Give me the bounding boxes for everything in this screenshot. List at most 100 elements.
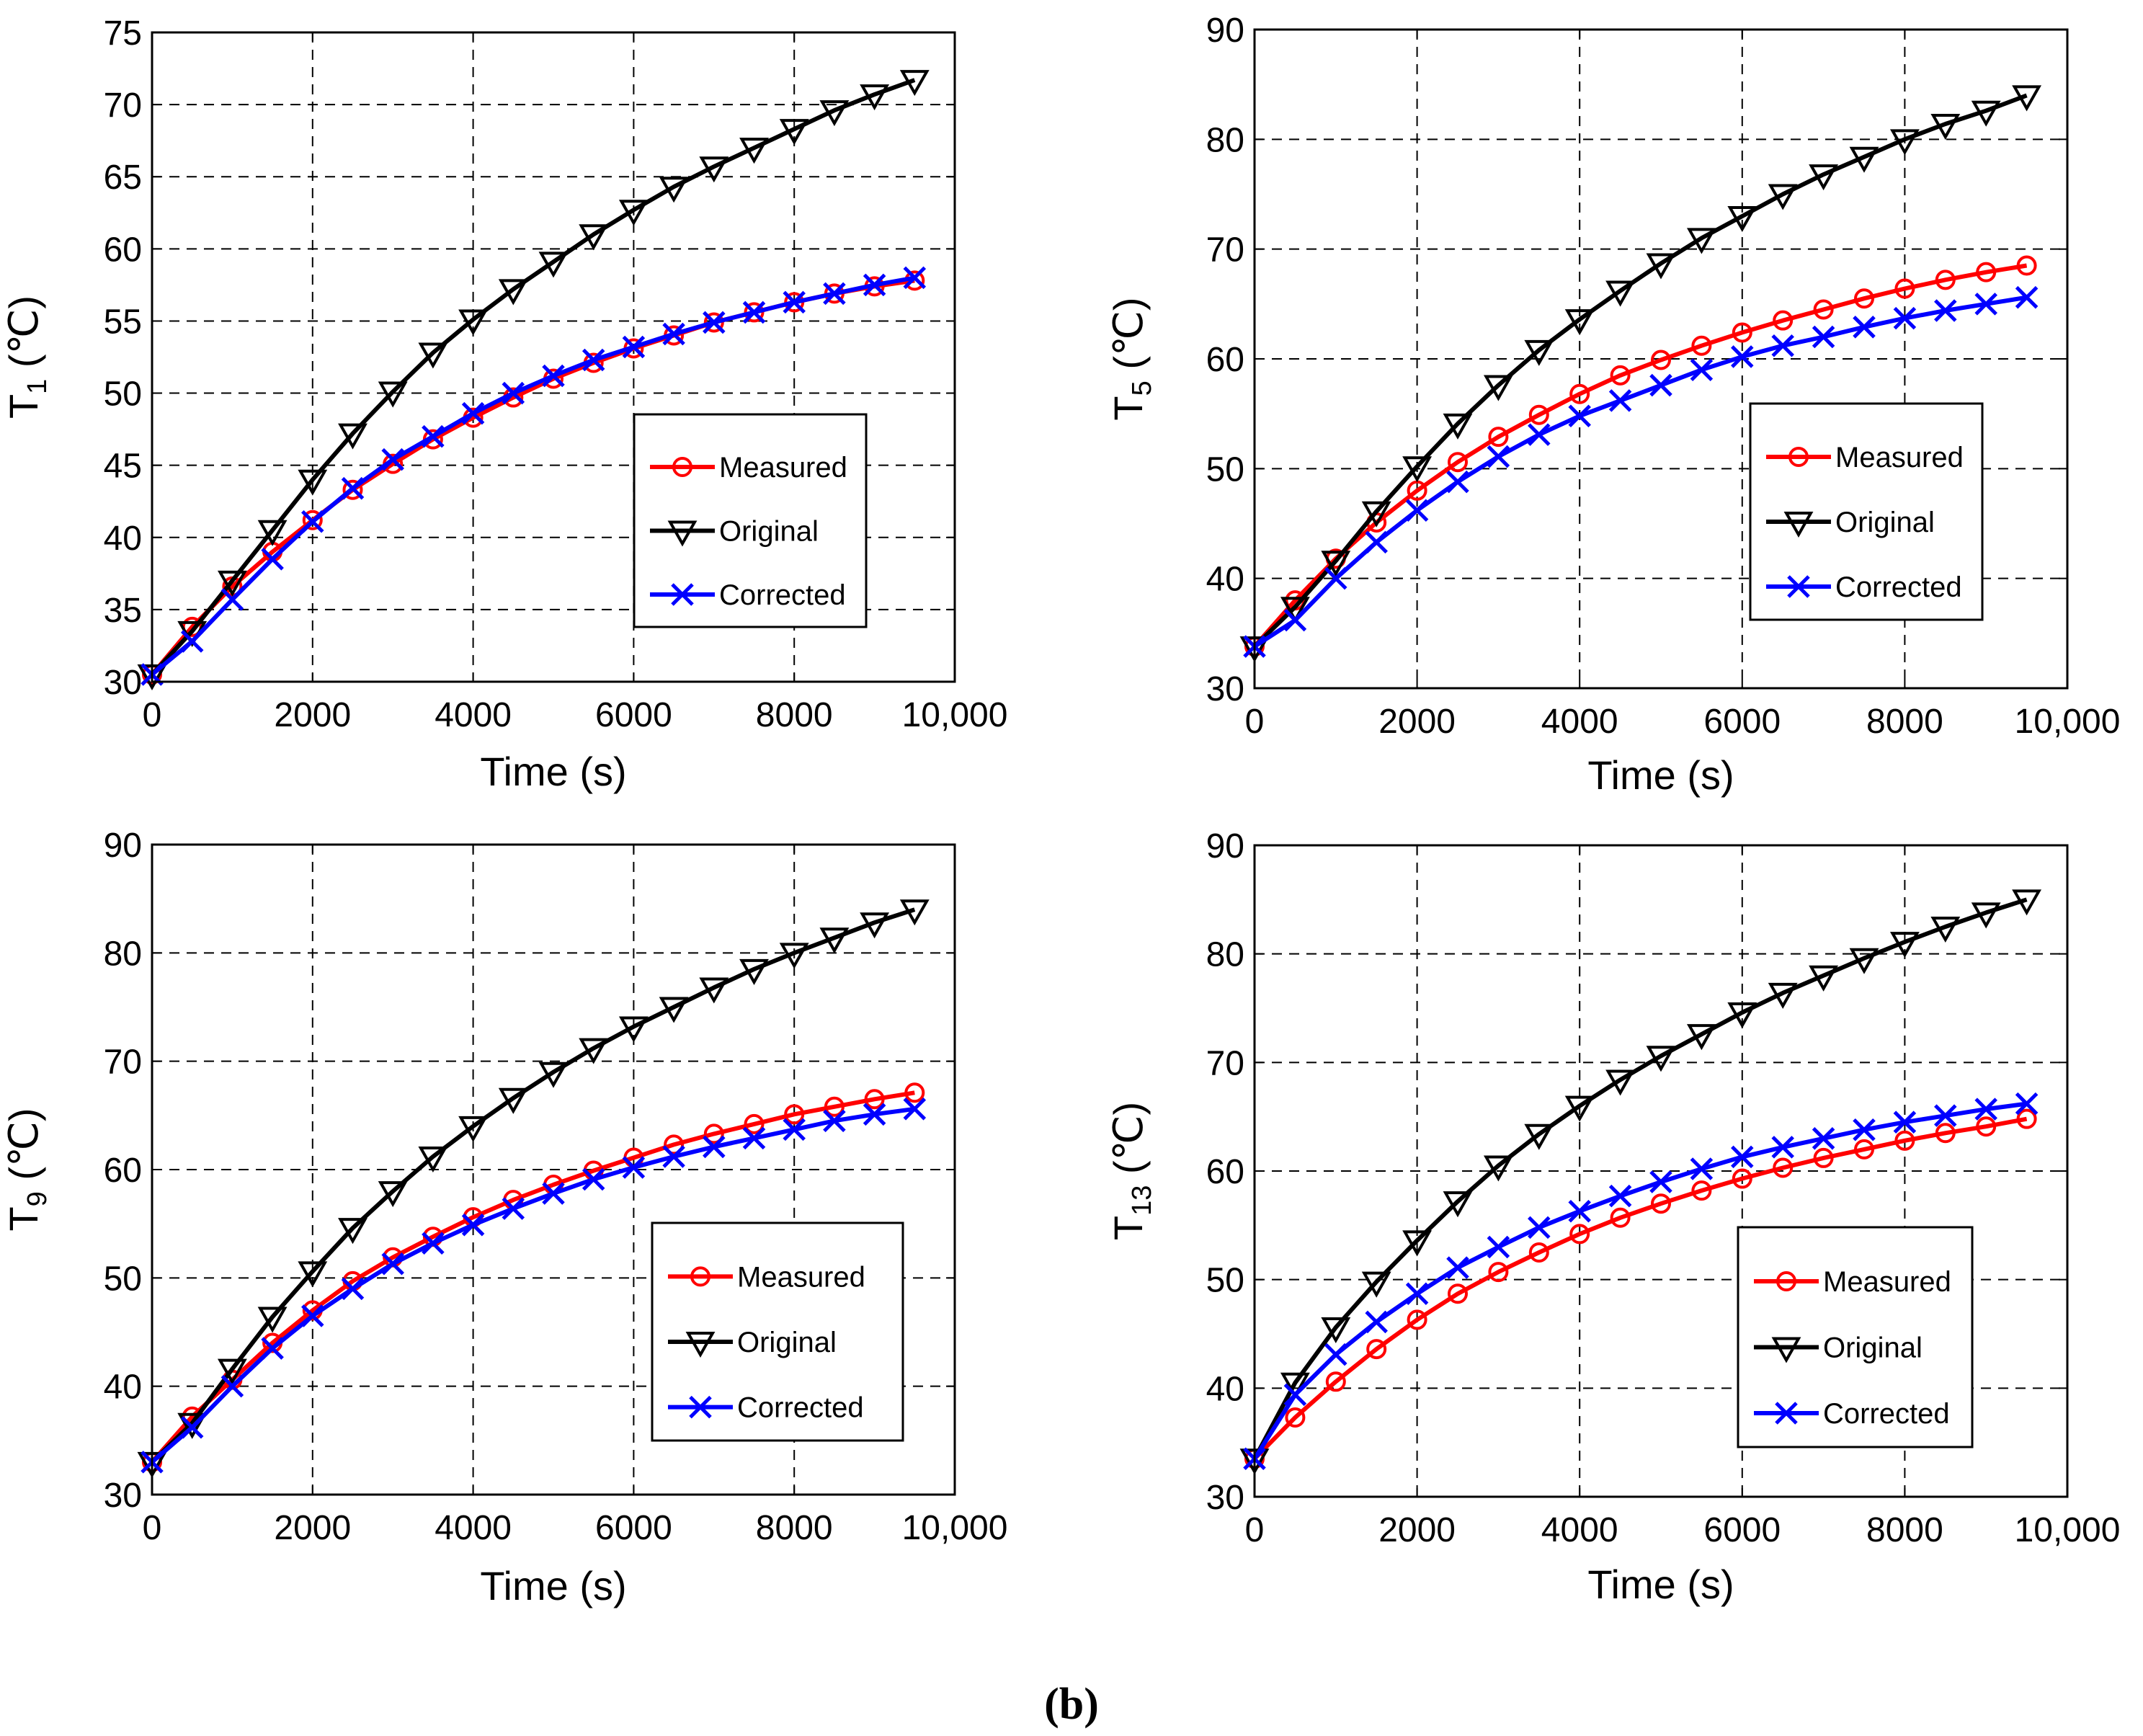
y-tick-label: 90 xyxy=(1206,12,1244,50)
data-point-original xyxy=(1971,100,2001,127)
marker-stroke xyxy=(1283,608,1307,632)
legend-entry-original: Original xyxy=(1766,507,1935,538)
marker-stroke xyxy=(582,1167,605,1191)
data-point-original xyxy=(1605,1069,1636,1096)
legend-label: Original xyxy=(1835,507,1935,538)
marker-stroke xyxy=(1690,358,1714,382)
data-point-corrected xyxy=(461,1213,485,1237)
data-point-original xyxy=(378,1181,408,1208)
data-point-original xyxy=(579,224,609,251)
legend-entry-measured: Measured xyxy=(668,1261,865,1293)
marker-stroke xyxy=(1568,404,1591,427)
data-point-original xyxy=(418,1146,448,1173)
marker-stroke xyxy=(783,290,806,314)
y-tick-label: 80 xyxy=(1206,936,1244,974)
data-point-original xyxy=(618,200,649,226)
data-point-corrected xyxy=(261,548,284,571)
data-point-corrected xyxy=(1974,1098,1997,1121)
marker-stroke xyxy=(261,1337,284,1360)
data-point-measured xyxy=(1528,1242,1549,1263)
data-point-original xyxy=(1849,146,1879,173)
marker-stroke xyxy=(220,1374,244,1398)
legend-label: Measured xyxy=(737,1261,865,1293)
data-point-measured xyxy=(1894,1130,1915,1151)
marker-stroke xyxy=(1446,470,1469,494)
data-point-corrected xyxy=(341,476,365,500)
marker-stroke xyxy=(542,364,565,388)
y-tick-label: 40 xyxy=(1206,1370,1244,1408)
y-tick-label: 50 xyxy=(1206,1262,1244,1300)
data-point-corrected xyxy=(742,301,766,324)
data-point-measured xyxy=(1691,1180,1712,1201)
data-point-original xyxy=(739,138,769,164)
x-axis-label: Time (s) xyxy=(1587,752,1734,798)
data-point-measured xyxy=(1528,404,1549,425)
data-point-measured xyxy=(904,1082,925,1103)
marker-stroke xyxy=(2015,285,2039,309)
data-point-corrected xyxy=(1649,373,1672,397)
data-point-measured xyxy=(1569,1224,1590,1245)
data-point-original xyxy=(1889,932,1920,958)
series-corrected xyxy=(141,1098,927,1474)
data-point-original xyxy=(1727,1002,1757,1029)
data-point-corrected xyxy=(1608,389,1632,412)
marker-stroke xyxy=(1405,499,1429,522)
data-point-original xyxy=(257,1307,288,1333)
marker-stroke xyxy=(703,311,726,334)
x-axis-label: Time (s) xyxy=(480,1563,626,1608)
data-point-original xyxy=(1646,1046,1676,1072)
data-point-corrected xyxy=(1446,470,1469,494)
data-point-corrected xyxy=(823,1109,846,1133)
data-point-original xyxy=(1361,1271,1391,1298)
x-tick-label: 10,000 xyxy=(2015,1511,2121,1549)
data-point-measured xyxy=(824,1096,845,1117)
data-point-corrected xyxy=(703,311,726,334)
legend-marker xyxy=(667,520,698,547)
data-point-original xyxy=(1443,1191,1473,1218)
x-tick-label: 10,000 xyxy=(902,696,1008,734)
marker-stroke xyxy=(1812,325,1835,349)
data-point-measured xyxy=(1732,1168,1752,1189)
data-point-corrected xyxy=(1528,1216,1551,1239)
y-tick-label: 90 xyxy=(1206,827,1244,865)
legend-entry-measured: Measured xyxy=(650,452,847,484)
x-tick-label: 8000 xyxy=(1866,1511,1943,1549)
data-point-corrected xyxy=(1893,306,1917,330)
data-point-corrected xyxy=(823,282,846,306)
data-point-corrected xyxy=(1365,1310,1388,1334)
data-point-original xyxy=(860,84,890,111)
marker-stroke xyxy=(1649,373,1672,397)
data-point-corrected xyxy=(2015,285,2039,309)
data-point-corrected xyxy=(1405,1282,1429,1306)
data-point-measured xyxy=(1732,322,1752,343)
data-point-original xyxy=(1686,228,1716,254)
data-point-measured xyxy=(302,509,323,530)
y-axis-label: T5 (℃) xyxy=(1105,297,1157,420)
x-tick-label: 0 xyxy=(143,696,162,734)
data-point-measured xyxy=(744,1113,765,1134)
data-point-corrected xyxy=(261,1337,284,1360)
data-point-corrected xyxy=(502,381,525,405)
marker-stroke xyxy=(903,266,927,290)
legend-entry-corrected: Corrected xyxy=(1766,571,1962,603)
marker-stroke xyxy=(1731,345,1754,368)
legend-entry-measured: Measured xyxy=(1754,1266,1951,1298)
y-tick-label: 60 xyxy=(1206,1153,1244,1191)
x-tick-label: 10,000 xyxy=(2015,703,2121,741)
data-point-original xyxy=(860,912,890,939)
legend-marker xyxy=(672,457,692,477)
data-point-original xyxy=(699,977,729,1004)
marker-stroke xyxy=(1365,1310,1388,1334)
data-point-original xyxy=(257,520,288,546)
y-tick-label: 80 xyxy=(104,935,142,973)
y-tick-label: 80 xyxy=(1206,121,1244,159)
data-point-original xyxy=(1605,280,1636,307)
data-point-corrected xyxy=(1731,345,1754,368)
marker-stroke xyxy=(1787,575,1810,598)
axes-box xyxy=(151,31,956,683)
data-point-corrected xyxy=(1934,1104,1957,1127)
data-point-corrected xyxy=(542,364,565,388)
data-point-corrected xyxy=(461,401,485,425)
x-tick-label: 8000 xyxy=(756,696,833,734)
marker-stroke xyxy=(742,301,766,324)
